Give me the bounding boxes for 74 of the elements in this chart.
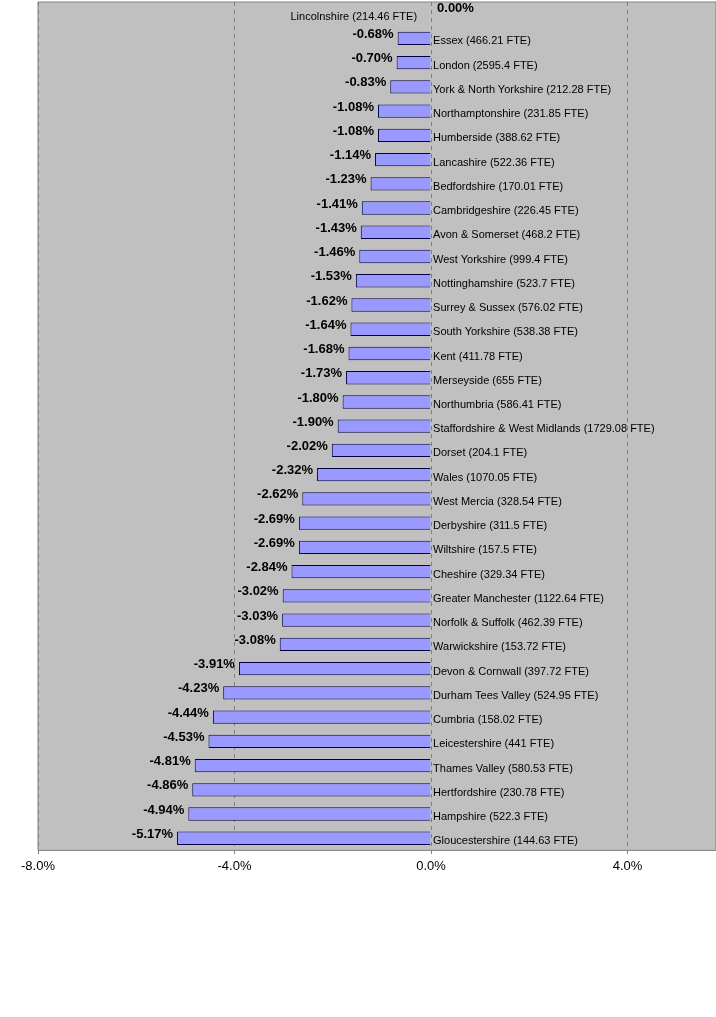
data-label: -4.44% <box>167 704 210 720</box>
y-tick-label: Dorset (204.1 FTE) <box>433 446 528 459</box>
y-tick-label: York & North Yorkshire (212.28 FTE) <box>433 82 612 95</box>
y-tick-label: London (2595.4 FTE) <box>433 58 538 71</box>
data-label: -1.80% <box>297 389 340 405</box>
y-tick-label: Northumbria (586.41 FTE) <box>433 397 562 410</box>
data-label: -1.08% <box>332 98 375 114</box>
y-tick-label: West Mercia (328.54 FTE) <box>433 494 562 507</box>
y-tick-label: West Yorkshire (999.4 FTE) <box>433 252 568 265</box>
data-label: -4.53% <box>163 728 205 744</box>
y-tick-label: Surrey & Sussex (576.02 FTE) <box>433 301 583 314</box>
y-tick-label: Warwickshire (153.72 FTE) <box>433 640 566 653</box>
y-tick-label: Durham Tees Valley (524.95 FTE) <box>433 688 599 701</box>
data-label: -1.14% <box>329 147 372 163</box>
y-tick-label: Essex (466.21 FTE) <box>433 34 531 47</box>
y-tick-label: Derbyshire (311.5 FTE) <box>433 519 548 532</box>
data-label: -1.73% <box>300 365 343 381</box>
y-tick-label: Hampshire (522.3 FTE) <box>433 810 548 823</box>
y-tick-label: Greater Manchester (1122.64 FTE) <box>433 591 605 604</box>
data-label: -2.69% <box>253 510 296 526</box>
data-label: -3.03% <box>236 607 279 623</box>
y-tick-label: Wales (1070.05 FTE) <box>433 470 538 483</box>
y-tick-label: Lincolnshire (214.46 FTE) <box>290 10 418 23</box>
data-label: -3.91% <box>193 656 236 672</box>
data-label: -1.41% <box>316 195 359 211</box>
y-tick-label: Leicestershire (441 FTE) <box>433 737 555 750</box>
data-label: -1.08% <box>332 122 375 138</box>
data-label: -4.94% <box>143 801 185 817</box>
data-label: -4.23% <box>178 680 220 696</box>
data-label: -1.68% <box>303 341 345 357</box>
data-label: -1.62% <box>306 292 348 308</box>
data-label: -5.17% <box>131 825 174 841</box>
y-tick-label: Kent (411.78 FTE) <box>433 349 523 362</box>
y-tick-label: South Yorkshire (538.38 FTE) <box>433 325 578 338</box>
data-label: -0.83% <box>345 74 387 90</box>
data-label: -3.08% <box>234 631 277 647</box>
data-label: -1.23% <box>325 171 368 187</box>
y-tick-label: Cambridgeshire (226.45 FTE) <box>433 204 579 217</box>
data-label: -2.62% <box>257 486 299 502</box>
y-tick-label: Cumbria (158.02 FTE) <box>433 713 543 726</box>
data-label: -4.86% <box>147 777 189 793</box>
data-label: 0.00% <box>437 0 475 15</box>
x-tick-label: 0.0% <box>416 857 447 873</box>
x-tick-label: -4.0% <box>217 857 252 873</box>
y-tick-label: Devon & Cornwall (397.72 FTE) <box>433 664 589 677</box>
data-label: -4.81% <box>149 753 192 769</box>
data-label: -1.43% <box>315 219 358 235</box>
y-tick-label: Merseyside (655 FTE) <box>433 373 542 386</box>
y-tick-label: Staffordshire & West Midlands (1729.08 FTE) <box>433 422 655 435</box>
data-label: -2.32% <box>271 462 314 478</box>
data-label: -0.68% <box>352 25 395 41</box>
y-tick-label: Thames Valley (580.53 FTE) <box>433 761 573 774</box>
data-label: -1.46% <box>314 244 356 260</box>
data-label: -1.90% <box>292 413 335 429</box>
y-tick-label: Avon & Somerset (468.2 FTE) <box>433 228 581 241</box>
data-label: -3.02% <box>237 583 280 599</box>
y-tick-label: Hertfordshire (230.78 FTE) <box>433 785 565 798</box>
y-tick-label: Norfolk & Suffolk (462.39 FTE) <box>433 616 583 629</box>
y-tick-label: Cheshire (329.34 FTE) <box>433 567 545 580</box>
y-tick-label: Northamptonshire (231.85 FTE) <box>433 107 589 120</box>
data-label: -2.02% <box>286 438 329 454</box>
y-tick-label: Wiltshire (157.5 FTE) <box>433 543 537 556</box>
data-label: -0.70% <box>351 50 394 66</box>
y-tick-label: Gloucestershire (144.63 FTE) <box>433 834 578 847</box>
y-tick-label: Nottinghamshire (523.7 FTE) <box>433 276 575 289</box>
y-tick-label: Humberside (388.62 FTE) <box>433 131 561 144</box>
y-tick-label: Bedfordshire (170.01 FTE) <box>433 179 564 192</box>
data-label: -2.84% <box>246 559 288 575</box>
y-tick-label: Lancashire (522.36 FTE) <box>433 155 555 168</box>
data-label: -1.53% <box>310 268 353 284</box>
data-label: -2.69% <box>253 534 296 550</box>
x-tick-label: -8.0% <box>21 857 56 873</box>
x-tick-label: 4.0% <box>612 857 643 873</box>
data-label: -1.64% <box>305 316 347 332</box>
